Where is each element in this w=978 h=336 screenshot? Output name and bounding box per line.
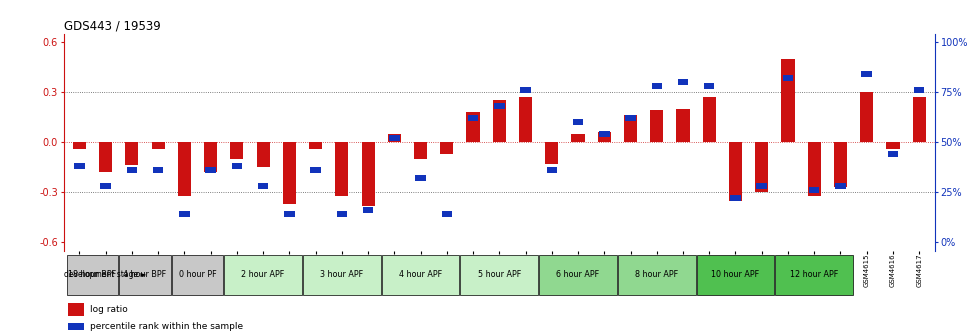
Bar [571,134,584,142]
Bar [703,83,714,89]
Bar [232,163,242,169]
Text: 18 hour BPF: 18 hour BPF [68,270,116,279]
Bar [617,255,695,295]
Bar [205,167,215,173]
Bar [302,255,380,295]
Bar [440,142,453,154]
Bar [99,142,112,172]
Bar [650,83,661,89]
Bar [649,111,663,142]
Bar [518,97,532,142]
Bar [152,142,164,149]
Bar [808,187,819,193]
Text: development stage ►: development stage ► [65,270,147,279]
Bar [178,142,191,196]
Bar [780,59,794,142]
Bar [230,142,244,159]
Bar [467,115,478,121]
Bar [125,142,138,166]
Text: percentile rank within the sample: percentile rank within the sample [90,322,243,331]
Bar [833,142,846,187]
Bar [441,211,452,217]
Bar [911,97,925,142]
Bar [696,255,774,295]
Text: 3 hour APF: 3 hour APF [320,270,363,279]
Bar [257,183,268,189]
Bar [754,142,768,192]
Bar [545,142,557,164]
Text: 0 hour PF: 0 hour PF [179,270,216,279]
Bar [179,211,190,217]
Bar [834,183,845,189]
Bar [415,175,425,181]
Bar [492,100,506,142]
Bar [599,131,609,137]
Bar [460,255,538,295]
Bar [387,134,400,142]
Text: 8 hour APF: 8 hour APF [635,270,678,279]
Bar [363,207,373,213]
Bar [101,183,111,189]
Bar [284,211,294,217]
Text: 12 hour APF: 12 hour APF [789,270,837,279]
Bar [361,142,375,206]
Bar [309,142,322,149]
Bar [913,87,923,93]
Bar [572,119,583,125]
Bar [388,135,399,141]
Bar [153,167,163,173]
Bar [775,255,852,295]
Bar [72,142,86,149]
Bar [224,255,301,295]
Bar [539,255,616,295]
Bar [598,132,610,142]
Bar [126,167,137,173]
Bar [414,142,426,159]
Bar [730,195,740,201]
Bar [625,115,635,121]
Text: log ratio: log ratio [90,304,127,313]
Bar [677,79,688,85]
Bar [336,211,347,217]
Text: 10 hour APF: 10 hour APF [711,270,759,279]
Text: GDS443 / 19539: GDS443 / 19539 [64,19,160,33]
Bar [756,183,766,189]
Bar [466,112,479,142]
Bar [807,142,820,196]
Text: 4 hour BPF: 4 hour BPF [123,270,166,279]
Bar [381,255,459,295]
Bar [546,167,556,173]
Bar [887,151,897,157]
Bar [702,97,715,142]
Bar [74,163,84,169]
Bar [519,87,530,93]
Bar [256,142,269,167]
Bar [119,255,170,295]
Bar [67,303,83,316]
Bar [171,255,223,295]
Bar [782,75,792,81]
Bar [623,115,637,142]
Bar [676,109,689,142]
Text: 5 hour APF: 5 hour APF [477,270,520,279]
Text: 6 hour APF: 6 hour APF [556,270,599,279]
Bar [310,167,321,173]
Bar [283,142,295,204]
Text: 2 hour APF: 2 hour APF [242,270,285,279]
Bar [861,71,871,77]
Bar [67,323,83,330]
Text: 4 hour APF: 4 hour APF [399,270,442,279]
Bar [67,255,118,295]
Bar [334,142,348,196]
Bar [860,92,872,142]
Bar [729,142,741,201]
Bar [885,142,899,149]
Bar [203,142,217,172]
Bar [494,103,504,109]
